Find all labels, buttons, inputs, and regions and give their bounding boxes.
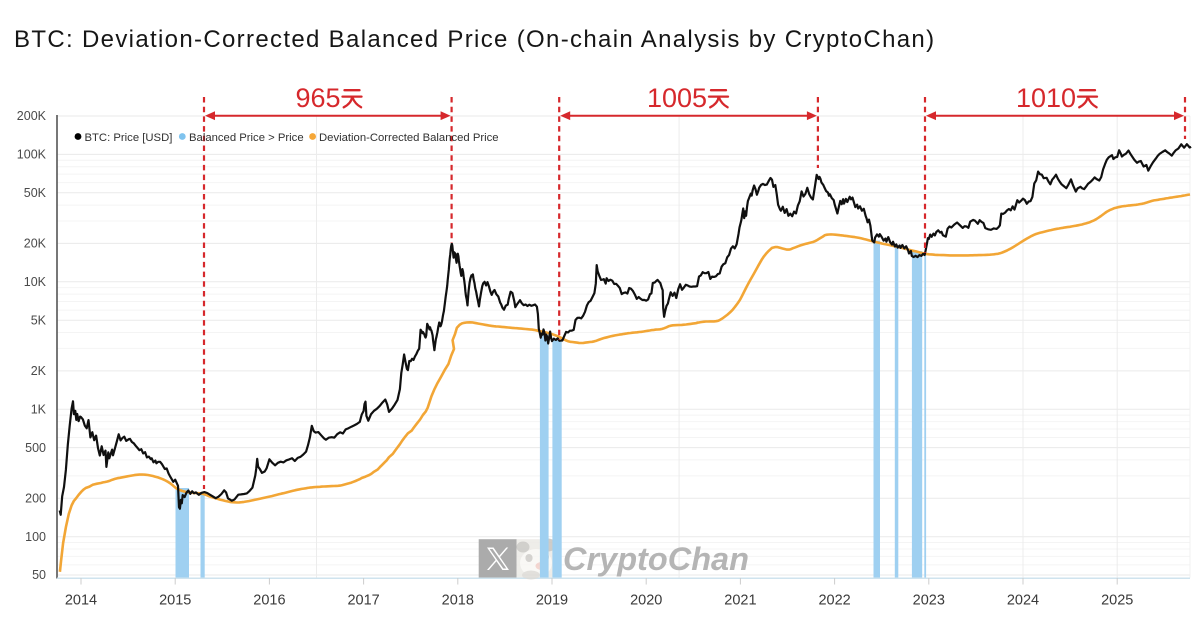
svg-text:200K: 200K (17, 109, 47, 123)
svg-text:2018: 2018 (442, 593, 474, 609)
svg-text:2022: 2022 (818, 593, 850, 609)
svg-text:2020: 2020 (630, 593, 662, 609)
svg-text:20K: 20K (24, 237, 47, 251)
svg-text:5K: 5K (31, 313, 47, 327)
svg-text:2021: 2021 (724, 593, 756, 609)
svg-text:50: 50 (32, 568, 46, 582)
svg-text:2014: 2014 (65, 593, 97, 609)
svg-text:2025: 2025 (1101, 593, 1133, 609)
svg-text:BTC: Deviation-Corrected Balan: BTC: Deviation-Corrected Balanced Price … (14, 26, 935, 53)
svg-text:100K: 100K (17, 148, 47, 162)
svg-text:1010: 1010 (1016, 83, 1076, 113)
svg-text:500: 500 (25, 441, 46, 455)
svg-text:10K: 10K (24, 275, 47, 289)
svg-text:100: 100 (25, 530, 46, 544)
svg-text:Balanced Price > Price: Balanced Price > Price (189, 132, 304, 144)
svg-text:2019: 2019 (536, 593, 568, 609)
svg-text:1K: 1K (31, 402, 47, 416)
svg-text:2024: 2024 (1007, 593, 1039, 609)
svg-text:2016: 2016 (253, 593, 285, 609)
svg-text:2023: 2023 (913, 593, 945, 609)
svg-text:2015: 2015 (159, 593, 191, 609)
svg-text:2017: 2017 (347, 593, 379, 609)
svg-text:CryptoChan: CryptoChan (563, 541, 749, 577)
svg-text:1005: 1005 (647, 83, 707, 113)
svg-text:50K: 50K (24, 186, 47, 200)
svg-text:BTC: Price [USD]: BTC: Price [USD] (85, 132, 173, 144)
svg-text:Deviation-Corrected Balanced P: Deviation-Corrected Balanced Price (319, 132, 499, 144)
svg-text:2K: 2K (31, 364, 47, 378)
svg-text:200: 200 (25, 492, 46, 506)
svg-text:965: 965 (295, 83, 340, 113)
